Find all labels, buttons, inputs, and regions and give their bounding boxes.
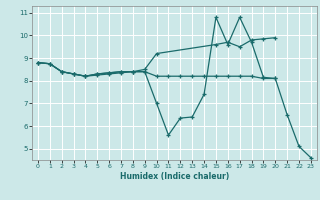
X-axis label: Humidex (Indice chaleur): Humidex (Indice chaleur) (120, 172, 229, 181)
